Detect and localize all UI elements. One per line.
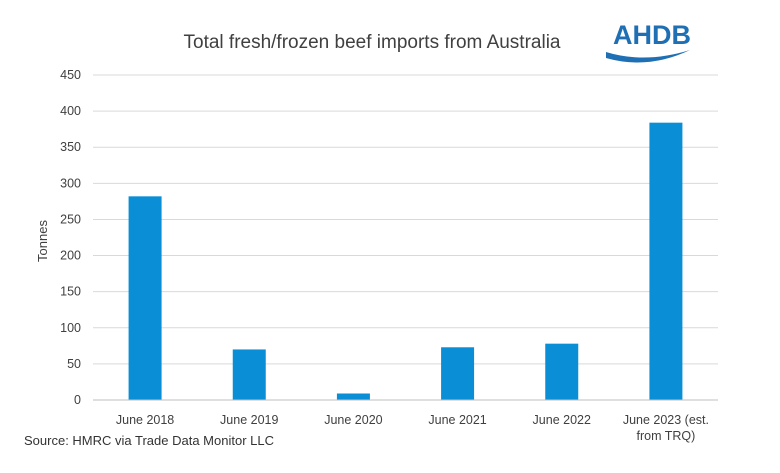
x-tick-label: June 2020	[324, 413, 382, 427]
y-axis-ticks: 0 50 100 150 200 250 300 350 400 450	[60, 68, 81, 407]
y-tick-label: 150	[60, 285, 81, 299]
x-tick-label: June 2022	[533, 413, 591, 427]
y-tick-label: 350	[60, 140, 81, 154]
bars	[128, 122, 683, 401]
y-tick-label: 400	[60, 104, 81, 118]
y-tick-label: 300	[60, 176, 81, 190]
gridlines	[93, 74, 718, 365]
y-tick-label: 250	[60, 212, 81, 226]
x-tick-label: June 2019	[220, 413, 278, 427]
bar	[649, 122, 683, 401]
x-axis-ticks: June 2018 June 2019 June 2020 June 2021 June…	[116, 413, 709, 443]
y-tick-label: 0	[74, 393, 81, 407]
y-tick-label: 50	[67, 357, 81, 371]
bar	[232, 349, 266, 400]
y-axis-label: Tonnes	[35, 220, 50, 262]
ahdb-logo: AHDB	[606, 20, 691, 63]
bar	[545, 343, 579, 400]
bar	[336, 393, 370, 400]
logo-text: AHDB	[613, 20, 691, 50]
x-tick-label: June 2021	[428, 413, 486, 427]
bar	[128, 196, 162, 400]
x-tick-label: June 2023 (est. from TRQ)	[623, 413, 709, 443]
y-tick-label: 100	[60, 321, 81, 335]
chart-title: Total fresh/frozen beef imports from Aus…	[184, 32, 561, 53]
bar	[441, 347, 475, 400]
y-tick-label: 200	[60, 249, 81, 263]
logo-swoosh	[606, 50, 690, 63]
x-tick-label: June 2018	[116, 413, 174, 427]
y-tick-label: 450	[60, 68, 81, 82]
source-note: Source: HMRC via Trade Data Monitor LLC	[24, 433, 274, 448]
